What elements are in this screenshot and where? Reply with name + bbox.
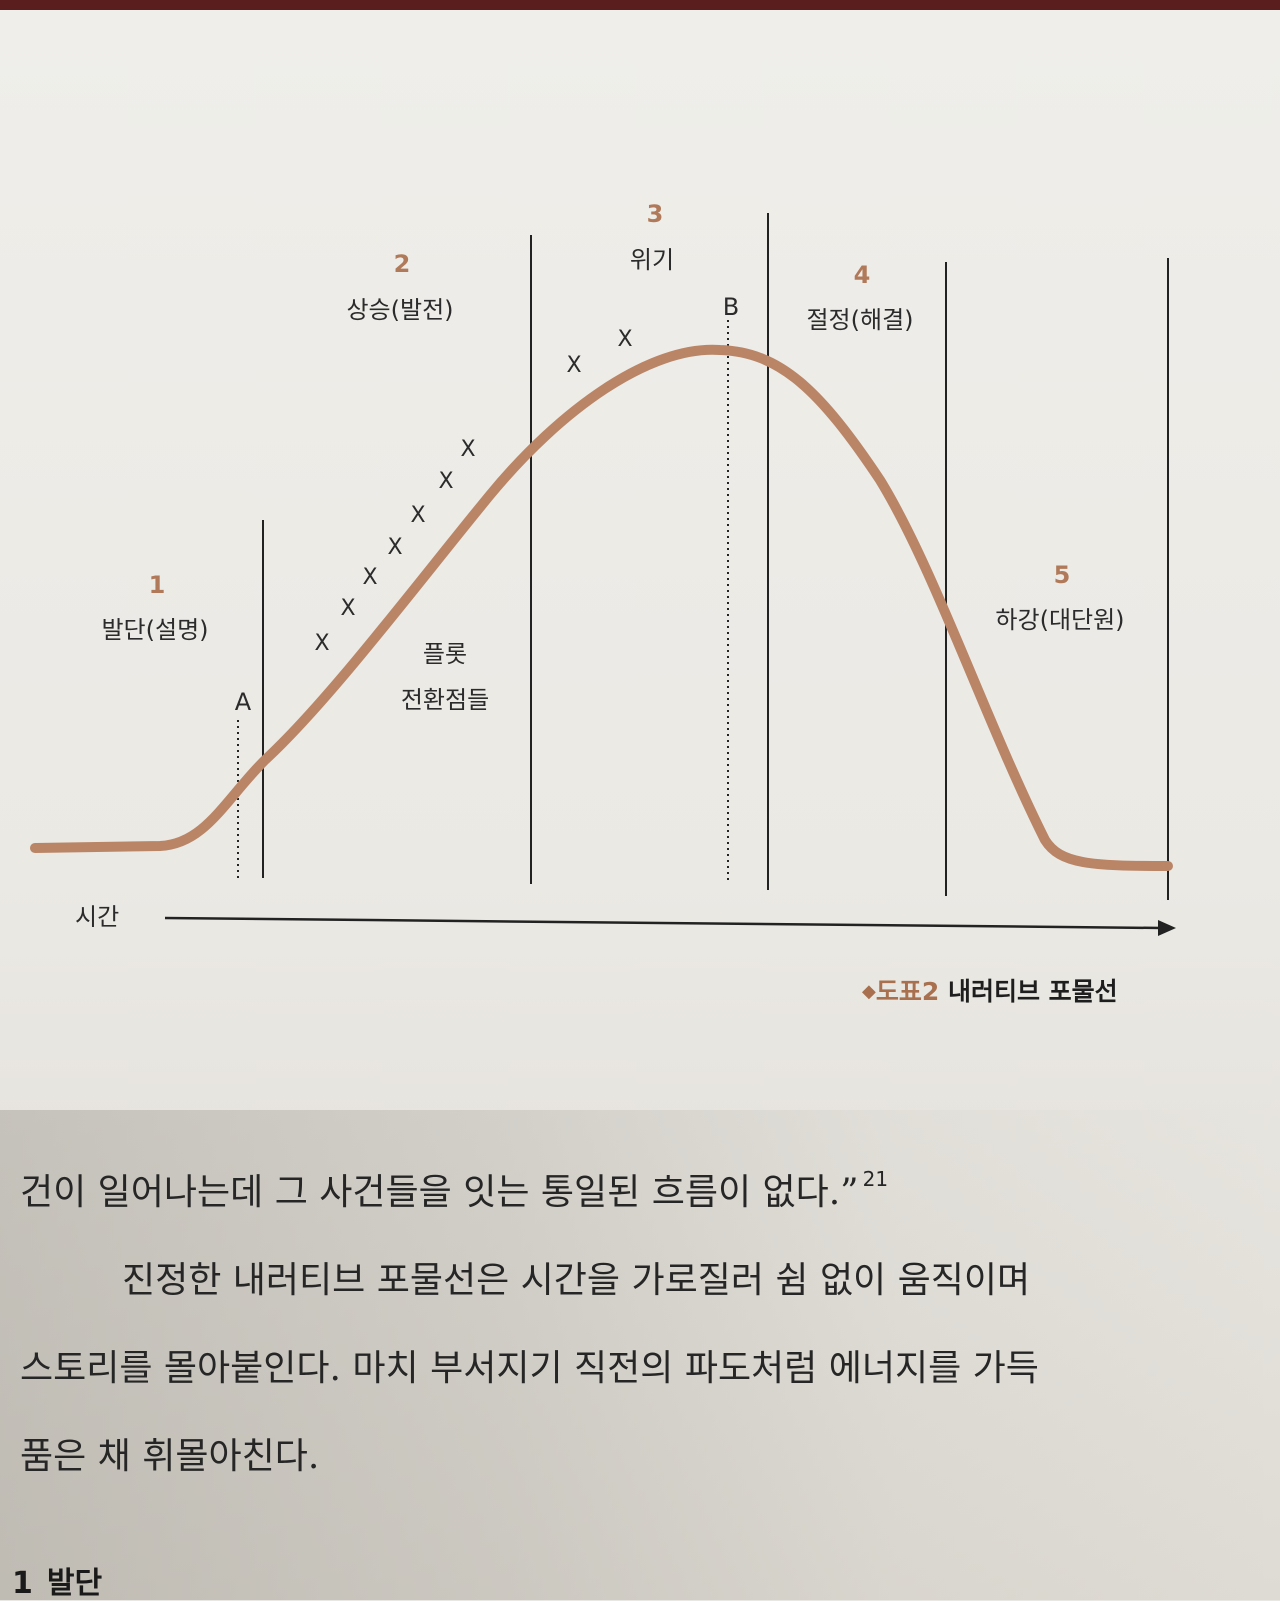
body-line-1-text: 건이 일어나는데 그 사건들을 잇는 통일된 흐름이 없다.”	[20, 1172, 859, 1213]
turning-point-marks: X X X X X X X X X	[314, 327, 632, 656]
narrative-arc-curve	[30, 344, 1173, 871]
turning-point-x: X	[340, 596, 355, 621]
diamond-bullet-icon: ◆	[862, 981, 876, 1002]
stage-1-label: 발단(설명)	[101, 616, 208, 644]
turning-point-x: X	[566, 353, 581, 378]
stage-2-number: 2	[394, 250, 411, 278]
stage-1-number: 1	[149, 571, 166, 599]
body-text: 건이 일어나는데 그 사건들을 잇는 통일된 흐름이 없다.” 21 진정한 내러…	[20, 1135, 1180, 1501]
stage-4-number: 4	[854, 261, 871, 289]
body-line-3: 스토리를 몰아붙인다. 마치 부서지기 직전의 파도처럼 에너지를 가득	[20, 1348, 1039, 1389]
stage-5-label: 하강(대단원)	[995, 606, 1124, 634]
chapter-title: 발단	[46, 1566, 103, 1601]
turning-point-x: X	[410, 503, 425, 528]
marker-a-label: A	[235, 688, 252, 716]
stage-3-number: 3	[647, 200, 664, 228]
page-shadow	[0, 1110, 1280, 1600]
turning-point-x: X	[617, 327, 632, 352]
footnote-ref: 21	[862, 1167, 889, 1191]
turning-point-x: X	[460, 437, 475, 462]
stage-2-label: 상승(발전)	[346, 296, 453, 324]
time-axis-arrowhead	[1158, 920, 1176, 936]
turning-point-x: X	[387, 535, 402, 560]
figure-title: 내러티브 포물선	[947, 977, 1118, 1006]
body-line-2: 진정한 내러티브 포물선은 시간을 가로질러 쉼 없이 움직이며	[122, 1260, 1031, 1301]
turning-points-label-line2: 전환점들	[401, 686, 489, 714]
chapter-heading: 1 발단	[12, 1568, 102, 1600]
figure-number: 도표2	[875, 977, 940, 1006]
time-axis	[164, 916, 1163, 930]
page-top-edge	[0, 0, 1280, 10]
turning-point-x: X	[314, 631, 329, 656]
turning-points-label-line1: 플롯	[423, 640, 467, 668]
chapter-number: 1	[12, 1566, 33, 1601]
figure-caption: ◆도표2 내러티브 포물선	[862, 972, 1118, 1008]
time-axis-label: 시간	[75, 903, 119, 931]
marker-b-label: B	[723, 293, 739, 321]
narrative-arc-diagram: 시간 1 발단(설명) 2 상승(발전) 3 위기 4 절정(해결) 5 하강(…	[30, 200, 1176, 936]
body-line-1: 건이 일어나는데 그 사건들을 잇는 통일된 흐름이 없다.” 21	[20, 1135, 1180, 1237]
body-line-4: 품은 채 휘몰아친다.	[20, 1436, 320, 1477]
turning-point-x: X	[438, 469, 453, 494]
stage-4-label: 절정(해결)	[806, 306, 913, 334]
stage-3-label: 위기	[630, 246, 674, 274]
turning-point-x: X	[362, 565, 377, 590]
stage-5-number: 5	[1054, 561, 1071, 589]
